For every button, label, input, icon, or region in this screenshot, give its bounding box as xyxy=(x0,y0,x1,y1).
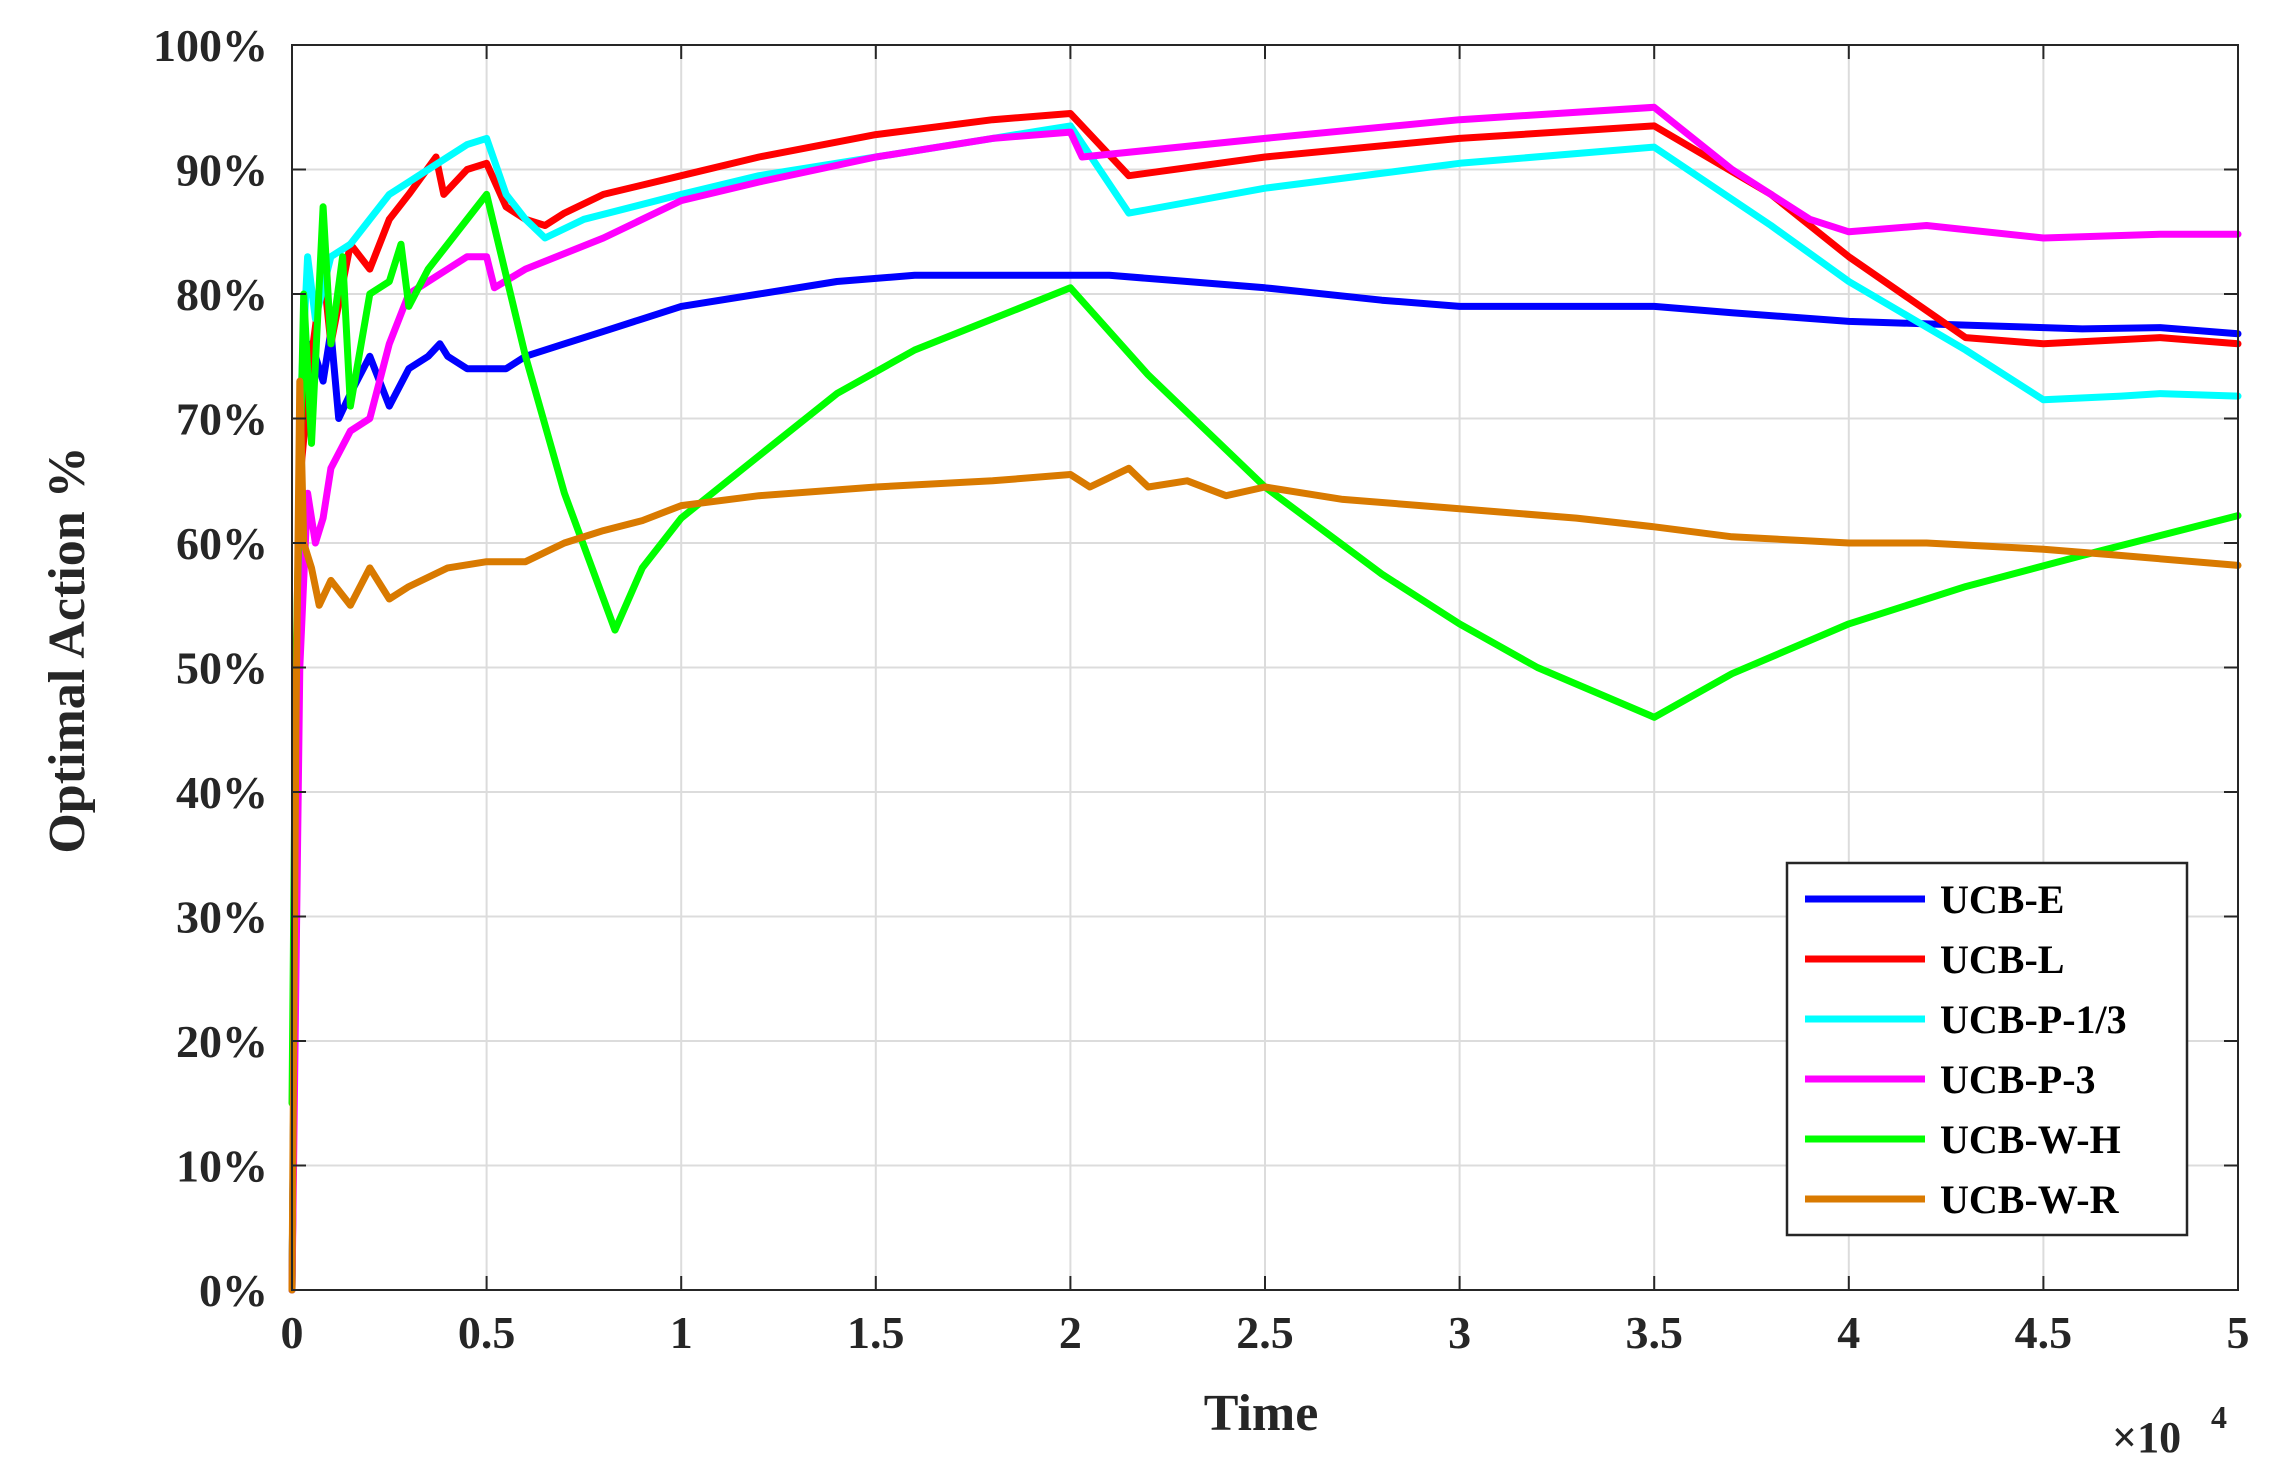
y-tick-label: 10% xyxy=(176,1141,268,1192)
y-tick-label: 20% xyxy=(176,1016,268,1067)
x-tick-label: 4.5 xyxy=(2015,1307,2073,1358)
series-line-ucb-w-r xyxy=(288,377,2242,1294)
legend-label: UCB-P-1/3 xyxy=(1940,997,2127,1042)
legend-label: UCB-W-H xyxy=(1940,1117,2121,1162)
series-lines xyxy=(288,103,2242,1294)
y-tick-label: 80% xyxy=(176,269,268,320)
x-tick-label: 1.5 xyxy=(847,1307,905,1358)
x-tick-label: 4 xyxy=(1837,1307,1860,1358)
x-tick-labels: 0 0.5 1 1.5 2 2.5 3 3.5 4 4.5 5 xyxy=(281,1307,2250,1358)
y-tick-label: 30% xyxy=(176,892,268,943)
x-tick-label: 2.5 xyxy=(1236,1307,1294,1358)
y-tick-label: 0% xyxy=(199,1265,268,1316)
legend-label: UCB-L xyxy=(1940,937,2064,982)
x-exponent-power: 4 xyxy=(2211,1399,2227,1435)
legend-box xyxy=(1785,861,2189,1237)
y-tick-label: 40% xyxy=(176,767,268,818)
legend-label: UCB-W-R xyxy=(1940,1177,2120,1222)
x-tick-label: 5 xyxy=(2227,1307,2250,1358)
axis-ticks xyxy=(291,44,2239,1291)
x-tick-label: 0 xyxy=(281,1307,304,1358)
y-axis-title: Optimal Action % xyxy=(39,446,96,853)
x-tick-label: 1 xyxy=(670,1307,693,1358)
y-tick-label: 90% xyxy=(176,145,268,196)
legend-label: UCB-E xyxy=(1940,877,2064,922)
x-tick-label: 3.5 xyxy=(1625,1307,1683,1358)
series-line-ucb-p-3 xyxy=(288,103,2242,1294)
series-line-ucb-w-h xyxy=(288,190,2242,1107)
x-axis-title: Time xyxy=(1204,1385,1319,1442)
legend-label: UCB-P-3 xyxy=(1940,1057,2096,1102)
y-tick-labels: 0% 10% 20% 30% 40% 50% 60% 70% 80% 90% 100% xyxy=(153,20,268,1316)
x-axis-exponent: ×10 4 xyxy=(2112,1399,2227,1462)
legend: UCB-E UCB-L UCB-P-1/3 UCB-P-3 UCB-W-H UCB-W-R xyxy=(1785,861,2189,1237)
x-tick-label: 2 xyxy=(1059,1307,1082,1358)
y-tick-label: 60% xyxy=(176,518,268,569)
y-tick-label: 50% xyxy=(176,643,268,694)
x-tick-label: 3 xyxy=(1448,1307,1471,1358)
y-tick-label: 100% xyxy=(153,20,268,71)
x-exponent-base: ×10 xyxy=(2112,1413,2181,1462)
y-tick-label: 70% xyxy=(176,394,268,445)
series-line-ucb-p-1-3 xyxy=(288,122,2242,1294)
x-tick-label: 0.5 xyxy=(458,1307,516,1358)
